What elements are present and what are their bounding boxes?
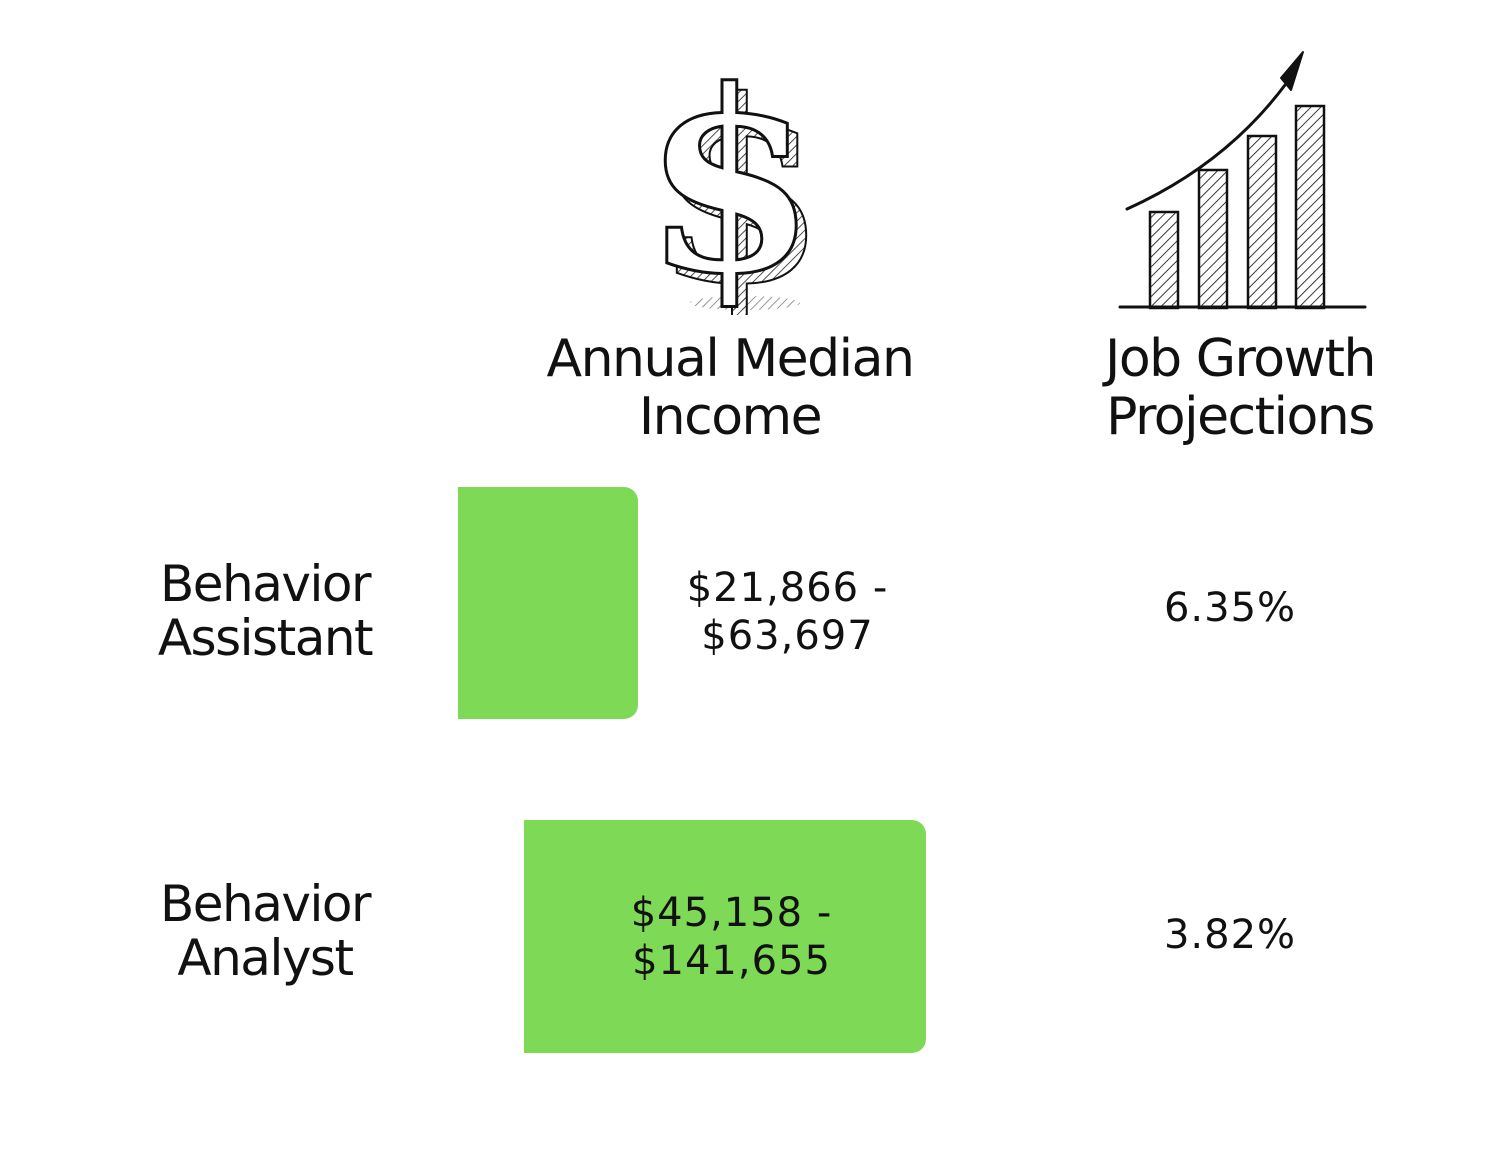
column-header-growth-line-2: Projections [1106, 387, 1375, 447]
svg-text:$: $ [653, 55, 820, 315]
growth-value-behavior-analyst: 3.82% [1163, 912, 1297, 958]
row-label-behavior-assistant: Behavior Assistant [115, 557, 415, 665]
income-value-behavior-analyst: $45,158 - $141,655 [524, 889, 939, 985]
income-bar-behavior-analyst [524, 820, 926, 1053]
row-label-behavior-analyst: Behavior Analyst [115, 877, 415, 985]
column-header-income-line-2: Income [638, 387, 823, 447]
svg-text:$: $ [643, 55, 817, 315]
income-value-behavior-assistant: $21,866 - $63,697 [640, 564, 935, 660]
column-header-income-line-1: Annual Median [546, 329, 915, 389]
column-header-growth-line-1: Job Growth [1105, 329, 1376, 389]
row-label-line-1: Behavior [159, 555, 372, 613]
income-low: $45,158 - [630, 890, 833, 936]
row-label-line-2: Assistant [157, 609, 374, 667]
income-bar-behavior-assistant [458, 487, 638, 719]
income-high: $63,697 [701, 613, 874, 659]
income-high: $141,655 [632, 938, 831, 984]
column-header-growth: Job Growth Projections [1040, 330, 1440, 446]
growth-bar-chart-icon [1115, 45, 1370, 315]
growth-value-behavior-assistant: 6.35% [1163, 585, 1297, 631]
dollar-sign-icon: $ $ [640, 55, 820, 315]
row-label-line-2: Analyst [177, 929, 354, 987]
income-low: $21,866 - [686, 565, 889, 611]
column-header-income: Annual Median Income [520, 330, 940, 446]
row-label-line-1: Behavior [159, 875, 372, 933]
